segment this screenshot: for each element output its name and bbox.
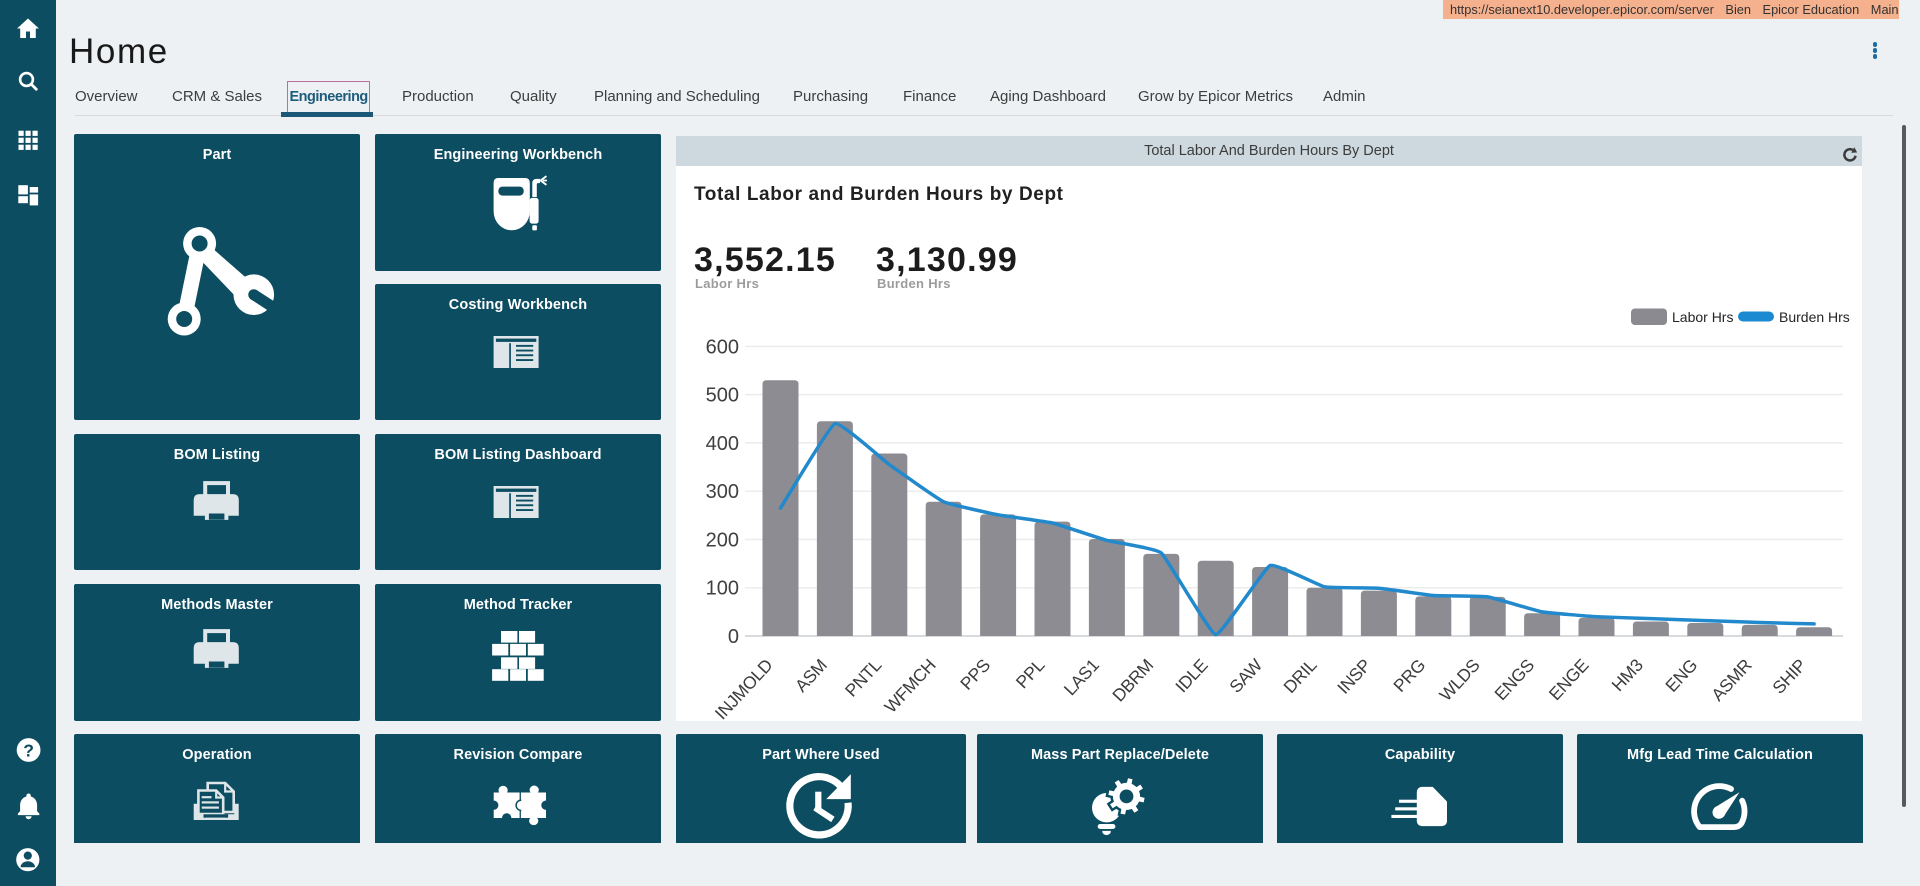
svg-text:DBRM: DBRM	[1108, 655, 1157, 705]
svg-text:500: 500	[706, 385, 739, 407]
svg-text:Labor Hrs: Labor Hrs	[1672, 309, 1733, 325]
svg-text:100: 100	[706, 578, 739, 600]
svg-text:DRIL: DRIL	[1279, 655, 1320, 697]
svg-text:IDLE: IDLE	[1171, 655, 1211, 696]
svg-text:ASMR: ASMR	[1707, 655, 1755, 705]
svg-text:PNTL: PNTL	[841, 655, 886, 701]
svg-text:400: 400	[706, 433, 739, 455]
svg-text:SHIP: SHIP	[1768, 655, 1810, 698]
svg-text:PPS: PPS	[956, 655, 994, 694]
svg-text:WLDS: WLDS	[1435, 655, 1483, 705]
svg-text:HM3: HM3	[1608, 655, 1647, 695]
svg-text:PPL: PPL	[1012, 655, 1049, 693]
svg-text:INSP: INSP	[1333, 655, 1375, 698]
svg-text:300: 300	[706, 481, 739, 503]
svg-text:600: 600	[706, 336, 739, 358]
svg-text:ENGS: ENGS	[1490, 655, 1538, 704]
svg-text:ENGE: ENGE	[1545, 655, 1593, 704]
svg-text:Burden Hrs: Burden Hrs	[1779, 309, 1850, 325]
svg-text:LAS1: LAS1	[1060, 655, 1103, 699]
svg-text:ASM: ASM	[791, 655, 831, 696]
svg-text:0: 0	[728, 626, 739, 648]
svg-text:?: ?	[23, 741, 34, 761]
svg-text:INJMOLD: INJMOLD	[711, 655, 777, 721]
svg-text:SAW: SAW	[1225, 655, 1266, 697]
svg-text:PRG: PRG	[1389, 655, 1429, 696]
svg-text:ENG: ENG	[1661, 655, 1701, 696]
svg-text:WFMCH: WFMCH	[880, 655, 939, 717]
svg-text:200: 200	[706, 530, 739, 552]
